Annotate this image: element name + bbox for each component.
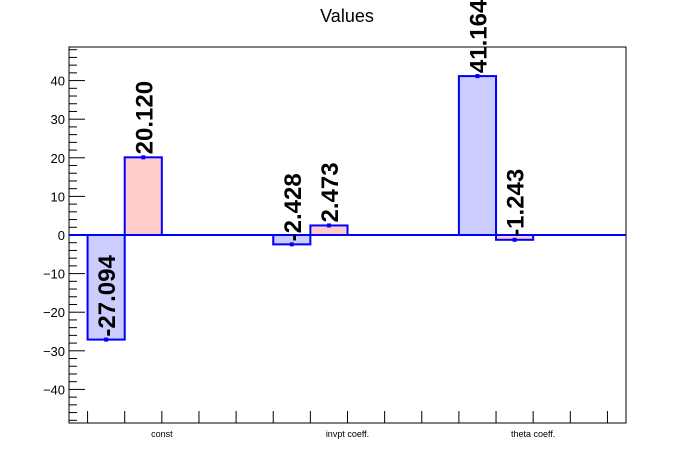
y-tick-label: −30 (43, 344, 65, 359)
data-label: 41.164 (465, 0, 492, 73)
y-tick-label: 10 (51, 189, 65, 204)
y-tick-label: −10 (43, 267, 65, 282)
bar-value-marker (326, 223, 331, 228)
y-tick-label: 30 (51, 112, 65, 127)
data-label: -2.428 (280, 173, 307, 241)
x-tick-label: invpt coeff. (326, 429, 369, 439)
bar (86, 234, 126, 341)
y-tick-label: −40 (43, 382, 65, 397)
x-axis: const invpt coeff. theta coeff. (87, 411, 608, 439)
x-tick-label: const (151, 429, 173, 439)
bar-value-marker (475, 74, 480, 79)
data-label: 20.120 (131, 81, 158, 154)
bar (457, 75, 498, 236)
x-tick-label: theta coeff. (511, 429, 555, 439)
bars (86, 74, 535, 342)
bar-value-marker (512, 237, 517, 242)
data-label: -27.094 (94, 255, 121, 337)
y-tick-label: 40 (51, 74, 65, 89)
bar (123, 156, 163, 236)
bar-value-marker (141, 155, 146, 160)
y-tick-label: 0 (58, 228, 65, 243)
y-tick-label: −20 (43, 305, 65, 320)
bar-value-marker (289, 242, 294, 247)
bar-value-marker (104, 337, 109, 342)
data-label: 2.473 (317, 162, 344, 222)
data-labels: -27.094 -2.428 41.164 20.120 2.473 -1.243 (94, 0, 529, 337)
chart-title: Values (320, 6, 374, 26)
y-axis: −40 −30 −20 −10 0 10 20 30 40 (43, 49, 85, 421)
y-tick-label: 20 (51, 151, 65, 166)
data-label: -1.243 (503, 169, 530, 237)
